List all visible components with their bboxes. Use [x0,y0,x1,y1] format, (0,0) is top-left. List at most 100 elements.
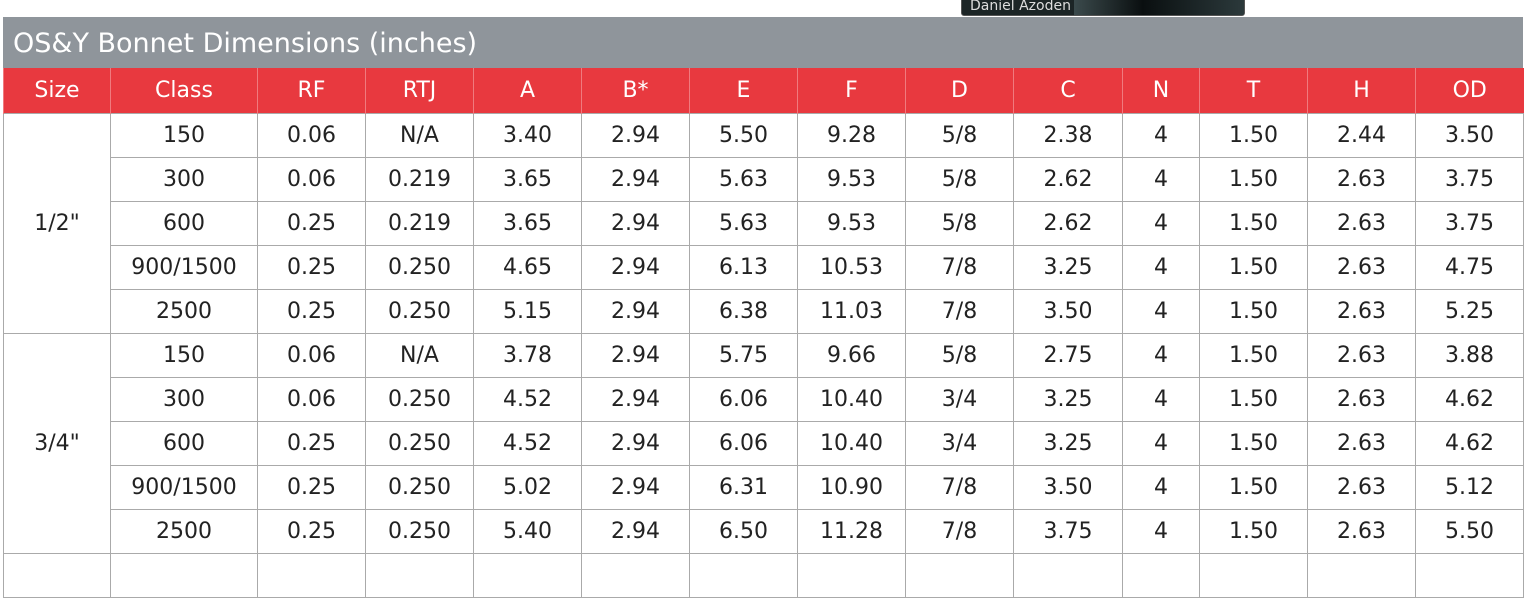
table-row: 300 0.06 0.219 3.65 2.94 5.63 9.53 5/8 2.62 4 1.50… [4,157,1524,202]
table-cell: 3.50 [1415,113,1524,158]
table-cell: 2.75 [1013,333,1123,378]
column-header: T [1199,68,1308,114]
table-cell: 5/8 [905,201,1014,246]
column-header: E [689,68,798,114]
table-cell: N/A [365,333,474,378]
column-header: N [1122,68,1200,114]
table-cell [797,553,906,598]
table-cell: 4 [1122,465,1200,510]
table-cell: 2.94 [581,245,690,290]
table-cell: 2.94 [581,377,690,422]
table-cell: 900/1500 [110,245,258,290]
table-cell: 2.62 [1013,157,1123,202]
table-cell: 9.53 [797,201,906,246]
table-cell: 0.219 [365,157,474,202]
table-cell: 2.94 [581,465,690,510]
table-cell: 5.40 [473,509,582,554]
table-cell: 0.06 [257,333,366,378]
table-cell: 0.25 [257,201,366,246]
table-cell: 2.63 [1307,377,1416,422]
table-cell: 5.75 [689,333,798,378]
table-cell: 2500 [110,509,258,554]
table-cell: 1.50 [1199,113,1308,158]
table-cell: 4.75 [1415,245,1524,290]
table-cell: 1.50 [1199,465,1308,510]
table-cell: 4 [1122,333,1200,378]
table-cell [1013,553,1123,598]
table-cell: 0.25 [257,509,366,554]
table-cell: 0.250 [365,465,474,510]
table-cell: 10.53 [797,245,906,290]
table-cell: 2500 [110,289,258,334]
table-row: 1/2" 150 0.06 N/A 3.40 2.94 5.50 9.28 5/8 2.38 4 1.… [3,113,1524,334]
column-header: RTJ [365,68,474,114]
table-row: 2500 0.25 0.250 5.15 2.94 6.38 11.03 7/8 3.50 4 1.… [4,289,1524,334]
table-cell: 4.52 [473,377,582,422]
table-cell: 3/4 [905,421,1014,466]
table-cell: 1.50 [1199,333,1308,378]
table-cell: 6.06 [689,377,798,422]
table-cell [110,553,258,598]
column-header: Size [3,68,111,114]
table-cell: 0.250 [365,509,474,554]
table-cell: 4.62 [1415,377,1524,422]
table-cell: 7/8 [905,245,1014,290]
table-cell: 3.50 [1013,465,1123,510]
column-header: OD [1415,68,1524,114]
table-cell: 4 [1122,113,1200,158]
table-cell: 5/8 [905,113,1014,158]
table-cell: 0.06 [257,157,366,202]
table-cell: 4 [1122,289,1200,334]
table-cell: 7/8 [905,509,1014,554]
table-cell: 0.06 [257,377,366,422]
column-header: F [797,68,906,114]
table-cell: 2.94 [581,421,690,466]
table-cell: 4 [1122,421,1200,466]
table-cell: 5.25 [1415,289,1524,334]
table-cell: 4 [1122,201,1200,246]
table-cell [473,553,582,598]
table-title: OS&Y Bonnet Dimensions (inches) [3,17,1523,68]
table-cell: 2.63 [1307,289,1416,334]
page: Daniel Azoden OS&Y Bonnet Dimensions (in… [3,0,1524,598]
table-cell: 0.219 [365,201,474,246]
table-cell: 2.94 [581,509,690,554]
table-cell: 5.50 [1415,509,1524,554]
table-cell: 6.13 [689,245,798,290]
table-cell: 2.63 [1307,201,1416,246]
table-cell: 4 [1122,157,1200,202]
size-cell: 3/4" [3,333,111,554]
table-cell: 2.94 [581,289,690,334]
table-cell: 0.25 [257,245,366,290]
table-cell: 6.38 [689,289,798,334]
column-header: B* [581,68,690,114]
table-cell: 9.28 [797,113,906,158]
header-row: Size Class RF RTJ A B* E F D C N T H OD [3,68,1524,114]
table-cell: 6.06 [689,421,798,466]
table-cell: 4.65 [473,245,582,290]
table-cell: 6.50 [689,509,798,554]
table-cell: 3/4 [905,377,1014,422]
table-cell: 4 [1122,509,1200,554]
table-cell: 5.02 [473,465,582,510]
table-cell: 300 [110,377,258,422]
table-cell: 2.94 [581,157,690,202]
table-cell: 3.40 [473,113,582,158]
table-row [3,553,1524,598]
video-thumbnail[interactable]: Daniel Azoden [961,0,1245,16]
table-cell [1415,553,1524,598]
table-cell: 1.50 [1199,509,1308,554]
table-row: 3/4" 150 0.06 N/A 3.78 2.94 5.75 9.66 5/8 2.75 4 1.… [3,333,1524,554]
dimension-table: Size Class RF RTJ A B* E F D C N T H OD 1/2" 150 0.06 N/… [3,68,1524,598]
table-cell [581,553,690,598]
table-cell: 600 [110,421,258,466]
table-cell: 2.63 [1307,465,1416,510]
caption: Daniel Azoden [970,0,1071,14]
table-cell: 9.66 [797,333,906,378]
table-cell: 2.63 [1307,421,1416,466]
table-cell: 5.15 [473,289,582,334]
table-row: 2500 0.25 0.250 5.40 2.94 6.50 11.28 7/8 3.75 4 1.… [4,509,1524,554]
table-cell: 3.88 [1415,333,1524,378]
table-cell [1199,553,1308,598]
table-cell: 2.63 [1307,333,1416,378]
